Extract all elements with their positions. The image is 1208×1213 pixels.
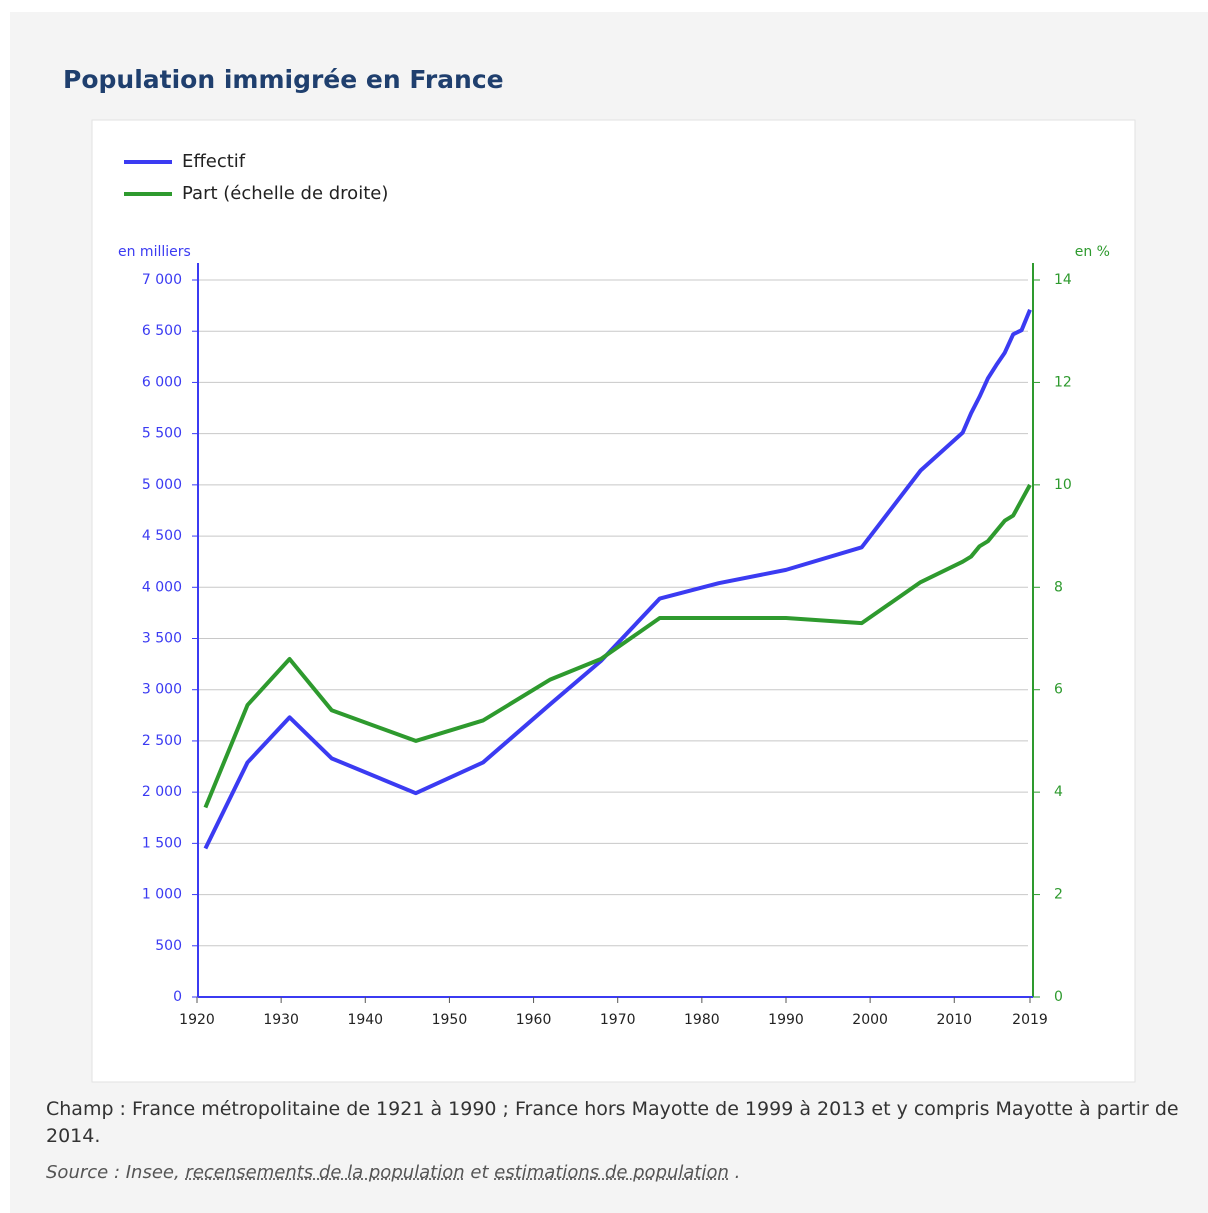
x-tick-label: 1970 xyxy=(600,1012,636,1028)
y2-tick-label: 14 xyxy=(1054,272,1072,288)
x-tick-label: 2000 xyxy=(852,1012,888,1028)
x-tick-label: 1950 xyxy=(432,1012,468,1028)
y-tick-label: 2 000 xyxy=(142,784,182,800)
y-tick-label: 6 000 xyxy=(142,374,182,390)
legend-label: Part (échelle de droite) xyxy=(182,183,388,204)
y2-tick-label: 6 xyxy=(1054,682,1063,698)
y2-tick-label: 12 xyxy=(1054,374,1072,390)
y2-tick-label: 0 xyxy=(1054,989,1063,1005)
source-text: Source : Insee, xyxy=(46,1162,186,1183)
x-tick-label: 2019 xyxy=(1012,1012,1048,1028)
x-tick-label: 1940 xyxy=(347,1012,383,1028)
chart-box xyxy=(91,119,1136,1083)
chart-title: Population immigrée en France xyxy=(63,65,504,94)
source: Source : Insee, recensements de la popul… xyxy=(46,1162,740,1183)
y-tick-label: 7 000 xyxy=(142,272,182,288)
y-tick-label: 0 xyxy=(173,989,182,1005)
x-tick-label: 1930 xyxy=(263,1012,299,1028)
source-link[interactable]: estimations de population xyxy=(494,1162,729,1183)
x-tick-label: 1960 xyxy=(516,1012,552,1028)
y-tick-label: 1 000 xyxy=(142,887,182,903)
y-tick-label: 500 xyxy=(155,938,182,954)
y2-axis-label: en % xyxy=(1075,244,1110,260)
y-tick-label: 4 500 xyxy=(142,528,182,544)
x-tick-label: 2010 xyxy=(936,1012,972,1028)
source-text: et xyxy=(464,1162,495,1183)
note: Champ : France métropolitaine de 1921 à … xyxy=(46,1098,1179,1147)
y2-tick-label: 10 xyxy=(1054,477,1072,493)
x-tick-label: 1980 xyxy=(684,1012,720,1028)
line-series xyxy=(203,308,1032,850)
y2-tick-label: 2 xyxy=(1054,887,1063,903)
line-series xyxy=(203,483,1032,809)
x-tick-label: 1990 xyxy=(768,1012,804,1028)
y2-tick-label: 4 xyxy=(1054,784,1063,800)
y-tick-label: 4 000 xyxy=(142,579,182,595)
y-tick-label: 1 500 xyxy=(142,835,182,851)
y-axis-label: en milliers xyxy=(118,244,191,260)
y2-tick-label: 8 xyxy=(1054,579,1063,595)
y-tick-label: 3 500 xyxy=(142,631,182,647)
y-tick-label: 6 500 xyxy=(142,323,182,339)
x-tick-label: 1920 xyxy=(179,1012,215,1028)
y-tick-label: 3 000 xyxy=(142,682,182,698)
y-tick-label: 5 000 xyxy=(142,477,182,493)
legend-label: Effectif xyxy=(182,151,246,172)
source-text: . xyxy=(728,1162,741,1183)
source-link[interactable]: recensements de la population xyxy=(185,1162,465,1183)
y-tick-label: 2 500 xyxy=(142,733,182,749)
y-tick-label: 5 500 xyxy=(142,426,182,442)
